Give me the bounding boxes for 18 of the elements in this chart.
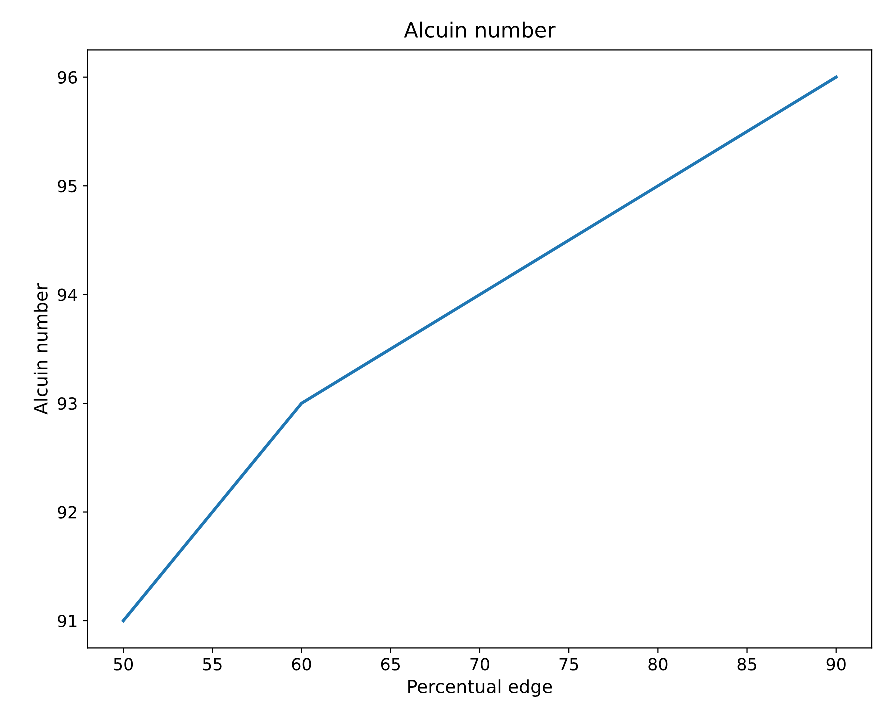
chart-title: Alcuin number	[404, 22, 556, 38]
x-tick-label: 80	[648, 658, 668, 671]
y-axis-title: Alcuin number	[34, 283, 48, 415]
x-axis-title: Percentual edge	[408, 680, 552, 698]
y-tick-label: 96	[58, 71, 78, 84]
x-tick-label: 50	[114, 658, 134, 671]
y-tick-label: 91	[58, 614, 77, 628]
y-tick-label: 95	[58, 180, 77, 193]
x-tick-label: 85	[738, 658, 756, 671]
x-tick-label: 60	[292, 658, 312, 671]
x-tick-label: 90	[826, 658, 846, 671]
y-tick-label: 94	[58, 288, 78, 302]
x-tick-label: 55	[203, 658, 222, 671]
y-tick-label: 93	[58, 398, 77, 410]
x-tick-label: 70	[470, 658, 490, 671]
y-tick-label: 92	[58, 506, 77, 519]
x-tick-label: 75	[560, 658, 578, 671]
x-tick-label: 65	[381, 658, 400, 671]
